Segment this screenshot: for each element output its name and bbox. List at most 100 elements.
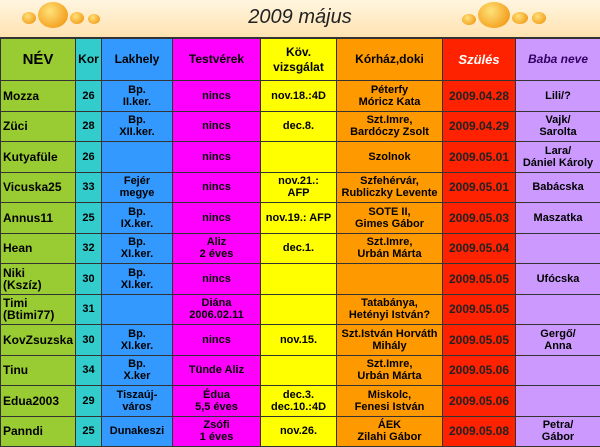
cell: Hean bbox=[1, 233, 76, 264]
cell: KovZsuzska bbox=[1, 325, 76, 356]
cell: nincs bbox=[173, 142, 261, 173]
cell: Tiszaúj- város bbox=[102, 386, 173, 417]
cell bbox=[102, 294, 173, 325]
cell: Diána 2006.02.11 bbox=[173, 294, 261, 325]
cell: Szt.Imre, Urbán Márta bbox=[337, 233, 443, 264]
cell: Miskolc, Fenesi István bbox=[337, 386, 443, 417]
cell: nincs bbox=[173, 172, 261, 203]
cell: Bp. XII.ker. bbox=[102, 111, 173, 142]
cell: 2009.05.05 bbox=[443, 264, 516, 295]
cell: 32 bbox=[76, 233, 102, 264]
cell: Aliz 2 éves bbox=[173, 233, 261, 264]
cell: dec.8. bbox=[261, 111, 337, 142]
cell: dec.3. dec.10.:4D bbox=[261, 386, 337, 417]
cell: 2009.05.01 bbox=[443, 172, 516, 203]
cell bbox=[516, 386, 600, 417]
cell bbox=[261, 142, 337, 173]
cell: Péterfy Móricz Kata bbox=[337, 81, 443, 112]
cell bbox=[337, 264, 443, 295]
cell: Lara/ Dániel Károly bbox=[516, 142, 600, 173]
header-cell: Testvérek bbox=[173, 39, 261, 81]
header-cell: Lakhely bbox=[102, 39, 173, 81]
cell: ÁEK Zilahi Gábor bbox=[337, 416, 443, 447]
cell: Tinu bbox=[1, 355, 76, 386]
cell: Panndi bbox=[1, 416, 76, 447]
cell bbox=[516, 233, 600, 264]
cell: Dunakeszi bbox=[102, 416, 173, 447]
title-bar: 2009 május bbox=[0, 0, 600, 38]
cell: Tünde Aliz bbox=[173, 355, 261, 386]
cell bbox=[516, 355, 600, 386]
cell: 26 bbox=[76, 81, 102, 112]
cell bbox=[261, 294, 337, 325]
header-cell: Köv. vizsgálat bbox=[261, 39, 337, 81]
header-cell: Kor bbox=[76, 39, 102, 81]
cell: nov.18.:4D bbox=[261, 81, 337, 112]
cell: 2009.05.06 bbox=[443, 386, 516, 417]
cell: Lili/? bbox=[516, 81, 600, 112]
cell: 31 bbox=[76, 294, 102, 325]
cell: Züci bbox=[1, 111, 76, 142]
cell: 2009.04.29 bbox=[443, 111, 516, 142]
icon bbox=[532, 12, 546, 24]
cell: Bp. II.ker. bbox=[102, 81, 173, 112]
cell: 2009.05.06 bbox=[443, 355, 516, 386]
cell: Timi (Btimi77) bbox=[1, 294, 76, 325]
cell: 25 bbox=[76, 203, 102, 234]
cell: nincs bbox=[173, 81, 261, 112]
cell: SOTE II, Gimes Gábor bbox=[337, 203, 443, 234]
cell: Szt.Imre, Bardóczy Zsolt bbox=[337, 111, 443, 142]
cell: Szt.Imre, Urbán Márta bbox=[337, 355, 443, 386]
icon bbox=[478, 2, 510, 28]
cell: Vicuska25 bbox=[1, 172, 76, 203]
cell: 26 bbox=[76, 142, 102, 173]
cell: Edua2003 bbox=[1, 386, 76, 417]
header-cell: Kórház,doki bbox=[337, 39, 443, 81]
cell: Bp. XI.ker. bbox=[102, 325, 173, 356]
cell: 34 bbox=[76, 355, 102, 386]
cell: Fejér megye bbox=[102, 172, 173, 203]
cell bbox=[261, 355, 337, 386]
cell: Babácska bbox=[516, 172, 600, 203]
cell: 2009.05.01 bbox=[443, 142, 516, 173]
cell: nov.15. bbox=[261, 325, 337, 356]
cell: Kutyafüle bbox=[1, 142, 76, 173]
cell: Maszatka bbox=[516, 203, 600, 234]
cell: Bp. XI.ker. bbox=[102, 233, 173, 264]
cell: nincs bbox=[173, 264, 261, 295]
cell: 33 bbox=[76, 172, 102, 203]
cell bbox=[261, 264, 337, 295]
cell bbox=[516, 294, 600, 325]
cell: Bp. XI.ker. bbox=[102, 264, 173, 295]
cell: 2009.05.03 bbox=[443, 203, 516, 234]
cell: nov.19.: AFP bbox=[261, 203, 337, 234]
icon bbox=[512, 12, 528, 24]
cell: nov.21.: AFP bbox=[261, 172, 337, 203]
cell: nincs bbox=[173, 111, 261, 142]
header-cell: Szülés bbox=[443, 39, 516, 81]
title: 2009 május bbox=[0, 6, 600, 29]
cell: Édua 5,5 éves bbox=[173, 386, 261, 417]
cell: 29 bbox=[76, 386, 102, 417]
cell: dec.1. bbox=[261, 233, 337, 264]
cell: 2009.05.05 bbox=[443, 294, 516, 325]
cell: Bp. X.ker bbox=[102, 355, 173, 386]
header-cell: Baba neve bbox=[516, 39, 600, 81]
cell: 30 bbox=[76, 325, 102, 356]
cell: Zsófi 1 éves bbox=[173, 416, 261, 447]
cell: 2009.05.05 bbox=[443, 325, 516, 356]
cell: Szolnok bbox=[337, 142, 443, 173]
